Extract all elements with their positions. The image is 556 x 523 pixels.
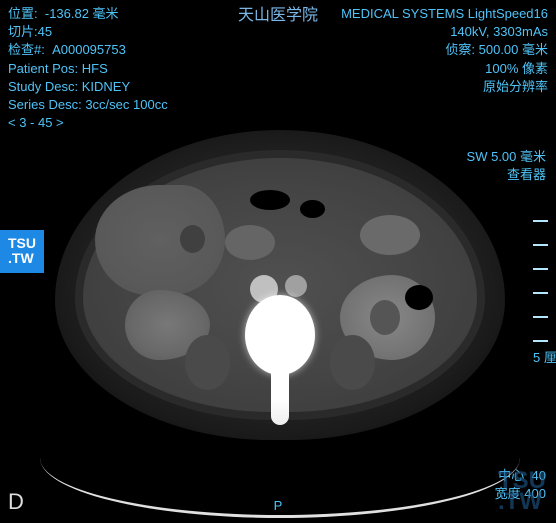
ivc-vessel xyxy=(285,275,307,297)
scale-tick xyxy=(533,340,548,342)
image-panel-label: D xyxy=(8,489,24,515)
tsu-badge: TSU .TW xyxy=(0,230,44,273)
series-desc-value: 3cc/sec 100cc xyxy=(85,97,167,112)
scale-tick xyxy=(533,292,548,294)
right-middle-metadata: SW 5.00 毫米 查看器 xyxy=(467,148,546,184)
position-label: 位置: xyxy=(8,6,38,21)
intestinal-gas xyxy=(300,200,325,218)
fov-label: 侦察: xyxy=(445,42,475,57)
study-desc-value: KIDNEY xyxy=(82,79,130,94)
tsu-badge-bottom: .TW xyxy=(8,251,36,266)
slice-value: 45 xyxy=(38,24,52,39)
scale-tick xyxy=(533,220,548,222)
series-desc-label: Series Desc: xyxy=(8,97,82,112)
liver-region xyxy=(95,185,225,295)
intestinal-gas xyxy=(405,285,433,310)
scale-label: 5 厘米 xyxy=(533,349,556,367)
psoas-muscle xyxy=(185,335,230,390)
tsu-watermark: TSU .TW xyxy=(498,470,546,513)
kv-mas-values: 140kV, 3303mAs xyxy=(341,23,548,41)
bowel-loop xyxy=(360,215,420,255)
study-desc-label: Study Desc: xyxy=(8,79,78,94)
tsu-watermark-bottom: .TW xyxy=(498,491,546,513)
slice-width: SW 5.00 毫米 xyxy=(467,148,546,166)
viewer-label: 查看器 xyxy=(467,166,546,184)
tsu-badge-top: TSU xyxy=(8,236,36,251)
psoas-muscle xyxy=(330,335,375,390)
bowel-loop xyxy=(225,225,275,260)
kidney-pelvis xyxy=(370,300,400,335)
top-right-metadata: MEDICAL SYSTEMS LightSpeed16 140kV, 3303… xyxy=(341,5,548,96)
resolution-label: 原始分辨率 xyxy=(341,78,548,96)
scale-ruler: 5 厘米 xyxy=(533,220,548,364)
gallbladder-region xyxy=(180,225,205,253)
scale-tick xyxy=(533,268,548,270)
orientation-marker: P xyxy=(274,497,283,515)
patient-pos-label: Patient Pos: xyxy=(8,61,78,76)
scale-tick xyxy=(533,244,548,246)
slice-range: < 3 - 45 > xyxy=(8,114,168,132)
exam-label: 检查#: xyxy=(8,42,45,57)
zoom-value: 100% 像素 xyxy=(341,60,548,78)
position-value: -136.82 毫米 xyxy=(45,6,119,21)
scanner-model: MEDICAL SYSTEMS LightSpeed16 xyxy=(341,5,548,23)
exam-value: A000095753 xyxy=(52,42,126,57)
ct-scan-viewport xyxy=(50,80,510,460)
scale-tick xyxy=(533,316,548,318)
fov-value: 500.00 毫米 xyxy=(479,42,548,57)
slice-label: 切片: xyxy=(8,24,38,39)
intestinal-gas xyxy=(250,190,290,210)
patient-pos-value: HFS xyxy=(82,61,108,76)
institution-watermark: 天山医学院 xyxy=(238,5,318,27)
top-left-metadata: 位置: -136.82 毫米 切片:45 检查#: A000095753 Pat… xyxy=(8,5,168,132)
